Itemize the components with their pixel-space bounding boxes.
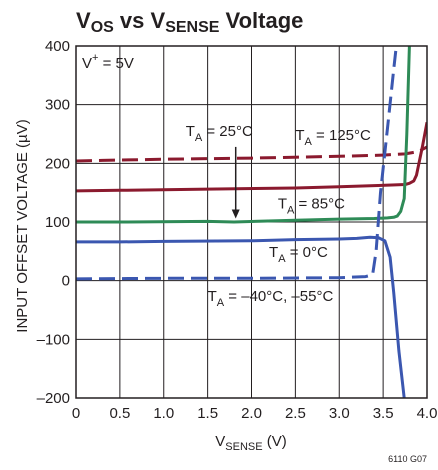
x-tick-label: 0 [72, 405, 80, 422]
x-tick-label: 1.5 [197, 405, 218, 422]
y-tick-label: 200 [45, 155, 70, 172]
x-axis-label: VSENSE (V) [215, 433, 286, 453]
series-line-1 [76, 145, 427, 163]
y-tick-label: –200 [37, 390, 70, 407]
annotations: TA = 25°C TA = 125°C TA = 85°C TA = 0°C TA =… [186, 123, 371, 309]
temperature-label: TA = 0°C [269, 244, 328, 265]
temperature-label: TA = 85°C [278, 196, 345, 217]
temperature-label: TA = 25°C [186, 123, 253, 144]
y-tick-label: –100 [37, 331, 70, 348]
series-line-3 [76, 46, 411, 224]
temperature-label: TA = 125°C [295, 127, 371, 148]
y-axis-label: INPUT OFFSET VOLTAGE (µV) [14, 119, 31, 332]
x-tick-label: 2.5 [285, 405, 306, 422]
arrow-head [231, 209, 240, 219]
series-line-4 [76, 235, 406, 398]
chart-title: VOS vs VSENSE Voltage [76, 8, 303, 36]
y-tick-label: 400 [45, 38, 70, 55]
series-layer [76, 46, 427, 398]
x-tick-label: 2.0 [241, 405, 262, 422]
y-tick-label: 100 [45, 214, 70, 231]
series-line-5 [76, 46, 398, 281]
y-tick-label: 0 [62, 273, 70, 290]
grid [76, 46, 427, 398]
plot-frame [75, 45, 428, 399]
condition-label: V+ = 5V [82, 52, 134, 72]
x-tick-label: 3.0 [329, 405, 350, 422]
x-tick-label: 4.0 [417, 405, 438, 422]
series-line-2 [76, 122, 427, 193]
tick-labels: 0 0.5 1.0 1.5 2.0 2.5 3.0 3.5 4.0 –200 –100 0 100 200… [37, 38, 438, 422]
plot-border [75, 45, 428, 399]
x-tick-label: 0.5 [109, 405, 130, 422]
x-tick-label: 3.5 [373, 405, 394, 422]
y-tick-label: 300 [45, 97, 70, 114]
temperature-label: TA = –40°C, –55°C [208, 288, 334, 309]
x-tick-label: 1.0 [153, 405, 174, 422]
figure-id: 6110 G07 [388, 454, 427, 464]
